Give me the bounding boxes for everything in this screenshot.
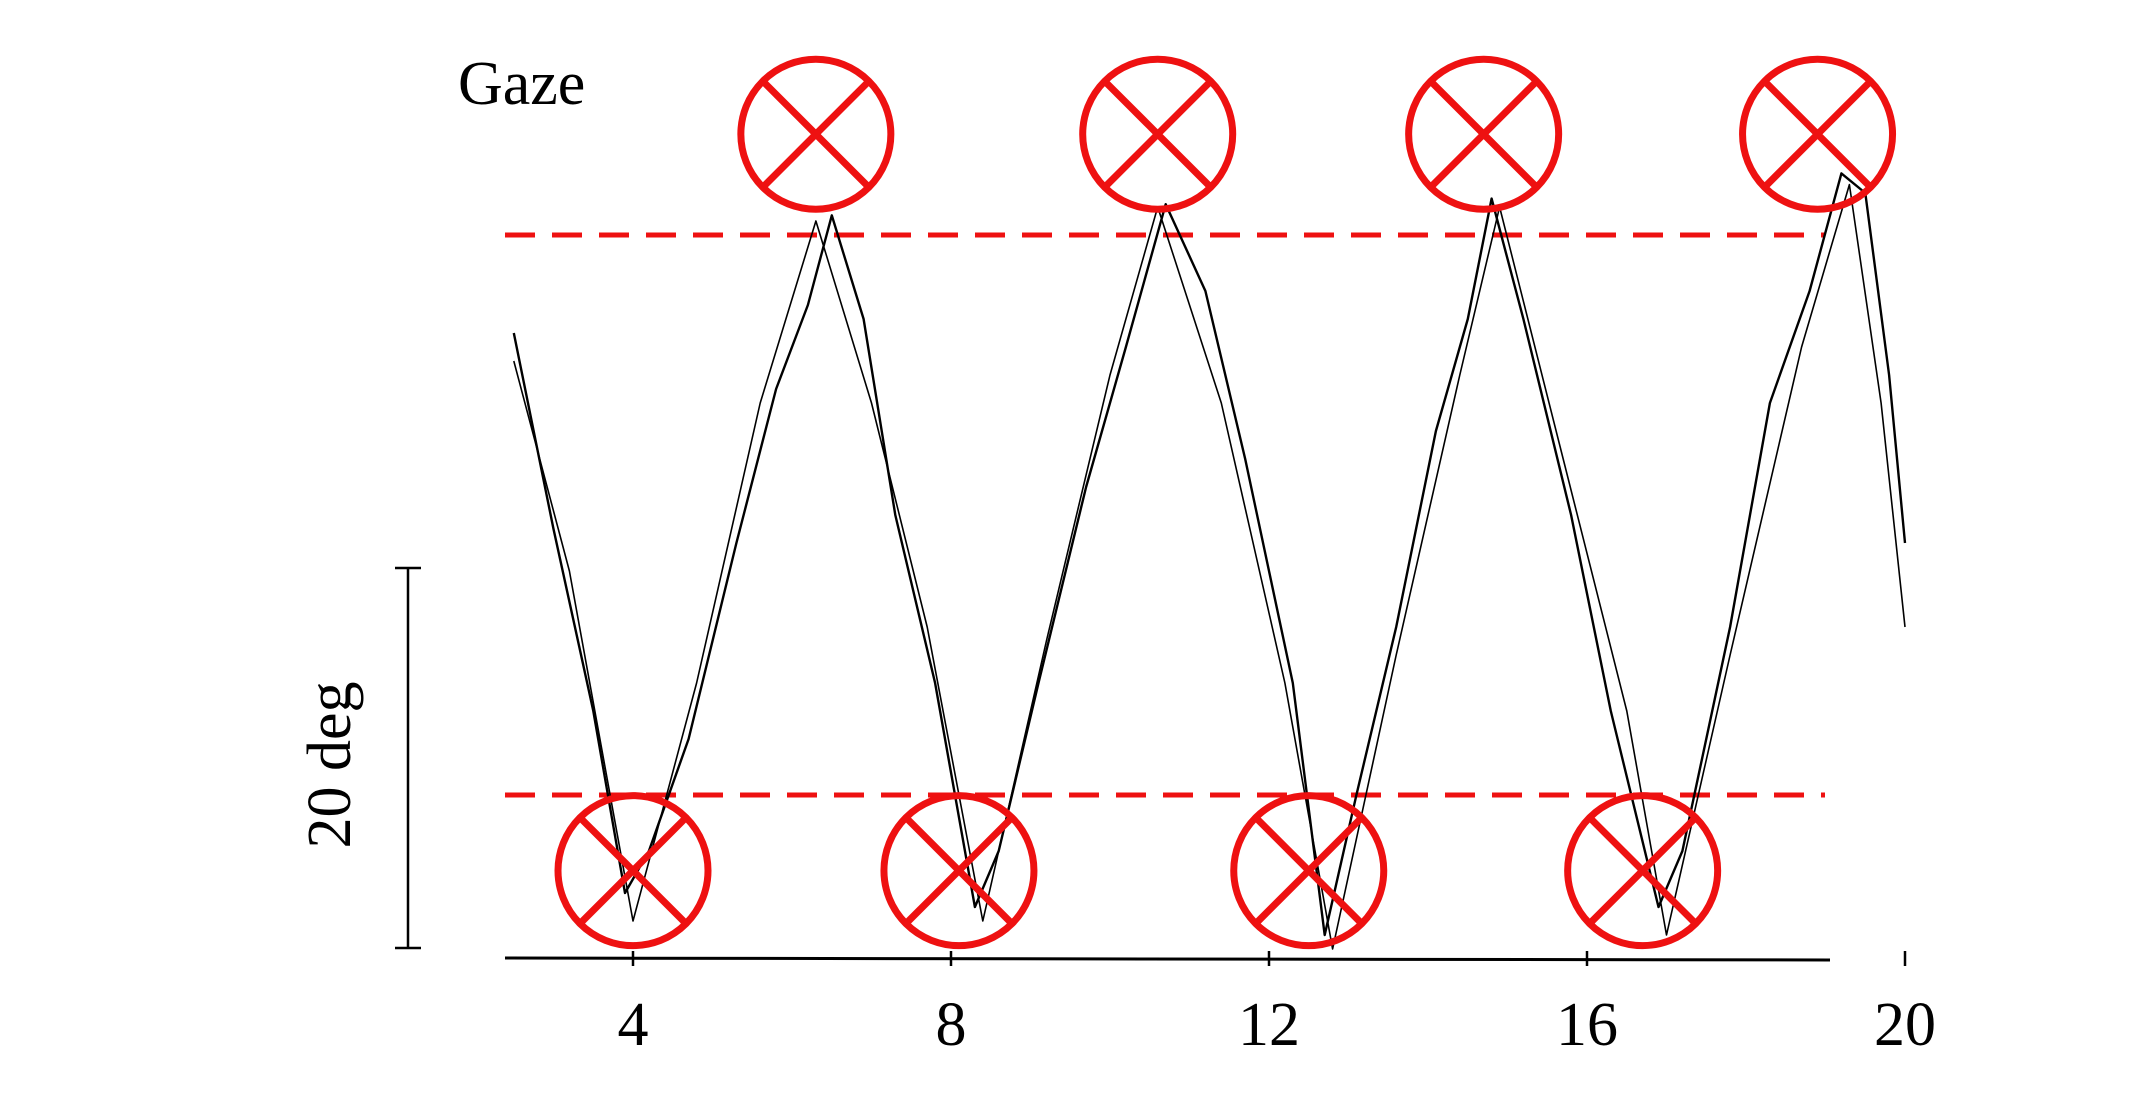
x-axis: 4 8 12 16 20 [504,951,1936,1059]
x-tick-label-12: 12 [1238,991,1300,1059]
target-marker-2 [1079,55,1237,213]
x-ticks: 4 8 12 16 20 [618,951,1936,1059]
target-marker-1 [737,55,895,213]
x-tick-label-8: 8 [936,991,967,1059]
gaze-trace-1 [512,172,1907,937]
reference-lines [505,232,1825,798]
target-marker-4 [1739,55,1897,213]
target-marker-3 [1405,55,1563,213]
target-marker-8 [1564,792,1722,950]
target-markers [554,55,1897,950]
target-marker-5 [554,792,712,950]
gaze-traces [512,172,1907,950]
x-tick-label-20: 20 [1874,991,1936,1059]
target-marker-7 [1230,792,1388,950]
chart-title: Gaze [458,50,585,118]
target-marker-6 [880,792,1038,950]
gaze-trace-2 [513,183,1906,950]
scale-bar: 20 deg [296,566,421,950]
x-tick-label-4: 4 [618,991,649,1059]
x-axis-line [504,956,1831,962]
scale-bar-label: 20 deg [296,681,364,848]
x-tick-label-16: 16 [1556,991,1618,1059]
